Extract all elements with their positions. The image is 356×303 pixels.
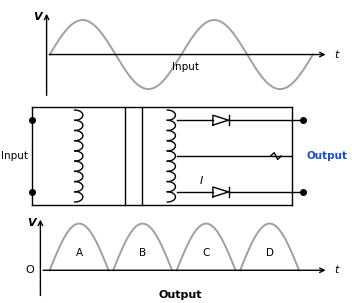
Text: Output: Output (307, 151, 348, 161)
Text: V: V (33, 12, 42, 22)
Text: A: A (75, 248, 83, 258)
Text: O: O (26, 265, 34, 275)
Text: I: I (199, 176, 203, 186)
Text: V: V (27, 218, 36, 228)
Text: D: D (266, 248, 274, 258)
Text: C: C (203, 248, 210, 258)
Text: Input: Input (172, 62, 199, 72)
Text: B: B (139, 248, 146, 258)
Text: Output: Output (158, 290, 201, 300)
Text: t: t (335, 265, 339, 275)
Text: Input: Input (1, 151, 28, 161)
Text: t: t (335, 49, 339, 60)
